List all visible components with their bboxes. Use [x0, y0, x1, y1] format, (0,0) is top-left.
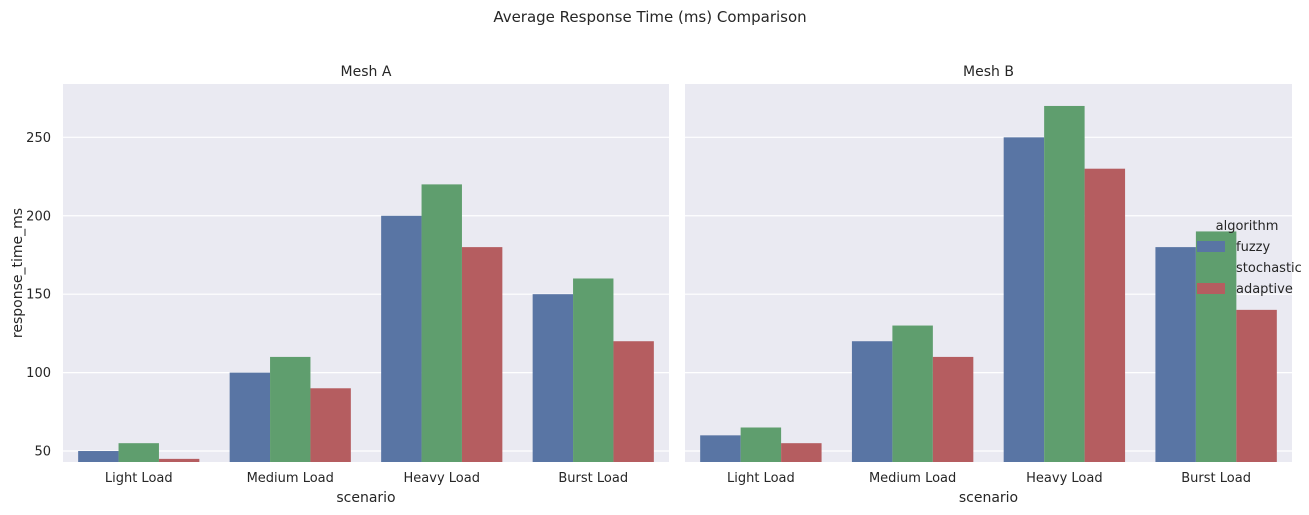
bar-stochastic: [573, 278, 614, 462]
bar-stochastic: [118, 443, 159, 462]
bar-adaptive: [781, 443, 822, 462]
bar-stochastic: [421, 184, 462, 462]
bar-stochastic: [740, 427, 782, 462]
bar-stochastic: [892, 325, 933, 462]
x-tick-label: Heavy Load: [404, 471, 480, 486]
bar-adaptive: [932, 356, 974, 462]
legend-title: algorithm: [1216, 219, 1279, 234]
panel-title: Mesh B: [963, 64, 1014, 80]
bar-adaptive: [461, 247, 503, 462]
bar-adaptive: [158, 458, 200, 462]
panel-title: Mesh A: [341, 64, 392, 80]
legend-swatch-stochastic: [1197, 262, 1225, 273]
bar-stochastic: [1044, 105, 1085, 463]
facet-panel: 50 100 150 200 250 Mesh A Light Load Medium Loa…: [26, 64, 669, 506]
x-tick-label: Light Load: [727, 471, 795, 486]
x-tick-label: Light Load: [105, 471, 173, 486]
bar-stochastic: [270, 356, 311, 462]
bar-adaptive: [1084, 168, 1126, 463]
bar-fuzzy: [532, 294, 574, 462]
legend-label-fuzzy: fuzzy: [1236, 240, 1270, 255]
x-tick-label: Burst Load: [558, 471, 628, 486]
x-tick-label: Medium Load: [247, 471, 334, 486]
bar-adaptive: [1236, 309, 1277, 462]
bar-adaptive: [613, 341, 654, 462]
x-axis-label: scenario: [959, 490, 1018, 506]
facet-panels: 50 100 150 200 250 Mesh A Light Load Medium Loa…: [26, 64, 1292, 506]
y-axis-label: response_time_ms: [10, 208, 26, 338]
legend-label-adaptive: adaptive: [1236, 282, 1293, 297]
legend-swatch-fuzzy: [1197, 241, 1225, 252]
bar-fuzzy: [1155, 247, 1196, 462]
legend-swatch-adaptive: [1197, 283, 1225, 294]
chart-title: Average Response Time (ms) Comparison: [493, 8, 806, 26]
legend: algorithm fuzzy stochastic adaptive: [1197, 219, 1302, 297]
bar-fuzzy: [381, 215, 422, 462]
y-tick-label: 50: [34, 445, 51, 460]
bar-fuzzy: [700, 435, 741, 462]
y-tick-label: 200: [26, 209, 51, 224]
legend-label-stochastic: stochastic: [1236, 261, 1302, 276]
y-tick-label: 150: [26, 288, 51, 303]
x-tick-label: Burst Load: [1181, 471, 1251, 486]
bar-fuzzy: [1003, 137, 1045, 462]
bar-adaptive: [310, 388, 351, 462]
bar-fuzzy: [78, 451, 119, 462]
x-tick-label: Medium Load: [869, 471, 956, 486]
y-tick-label: 250: [26, 131, 51, 146]
bar-fuzzy: [851, 341, 893, 462]
x-tick-label: Heavy Load: [1026, 471, 1102, 486]
y-tick-label: 100: [26, 366, 51, 381]
bar-fuzzy: [229, 372, 271, 462]
x-axis-label: scenario: [336, 490, 395, 506]
